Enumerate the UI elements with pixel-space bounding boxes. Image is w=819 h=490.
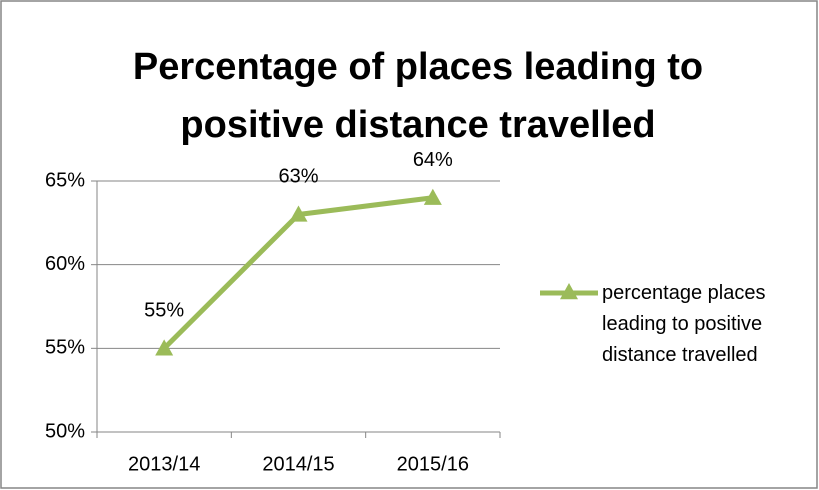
data-point — [155, 339, 174, 356]
y-tick-label: 55% — [45, 337, 85, 359]
data-label: 63% — [278, 166, 318, 188]
data-label: 55% — [144, 300, 184, 322]
x-tick-label: 2014/15 — [262, 453, 334, 475]
y-tick-label: 50% — [45, 420, 85, 442]
x-tick-label: 2015/16 — [397, 453, 469, 475]
legend-label: percentage places leading to positive di… — [602, 282, 766, 366]
data-point — [423, 188, 442, 205]
data-point — [289, 205, 308, 222]
data-label: 64% — [413, 149, 453, 171]
legend-key-marker — [560, 283, 578, 300]
y-tick-label: 65% — [45, 169, 85, 191]
x-tick-label: 2013/14 — [128, 453, 200, 475]
y-tick-label: 60% — [45, 253, 85, 275]
chart-title: Percentage of places leading to positive… — [132, 46, 704, 146]
